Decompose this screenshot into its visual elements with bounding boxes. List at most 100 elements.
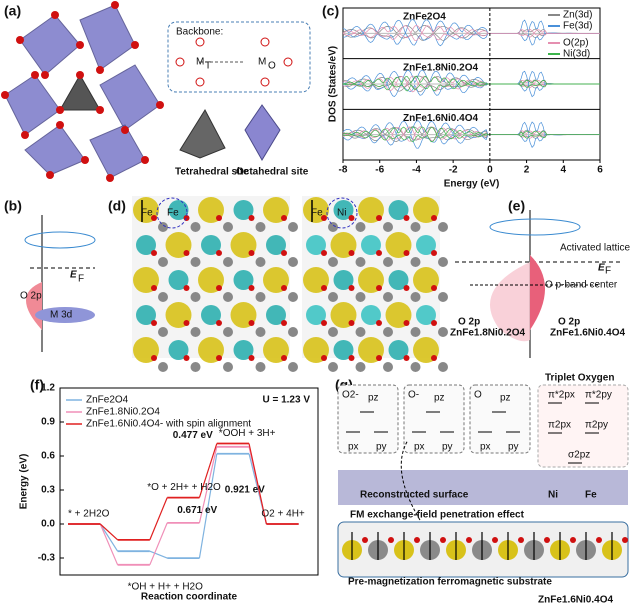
atom xyxy=(438,362,448,372)
orbital-box xyxy=(403,384,465,454)
atom xyxy=(403,250,410,256)
state-label: *OOH + 3H+ xyxy=(219,428,276,439)
atom xyxy=(403,355,410,361)
atom xyxy=(383,257,393,267)
orbital-label: O 2p xyxy=(558,317,580,328)
atom xyxy=(151,285,157,291)
connector xyxy=(198,453,218,559)
m3d-band xyxy=(35,307,95,323)
atom-label: Fe xyxy=(167,208,179,219)
atom xyxy=(223,222,233,232)
legend-label: Fe(3d) xyxy=(563,21,592,32)
legend-label: ZnFe1.8Ni0.2O4 xyxy=(86,407,160,418)
subplot-title: ZnFe1.6Ni0.4O4 xyxy=(403,113,478,124)
atom xyxy=(348,320,355,326)
oxygen-atom xyxy=(121,126,129,134)
oxygen-atom xyxy=(96,106,104,114)
atom xyxy=(223,327,233,337)
legend-label: Ni(3d) xyxy=(563,49,590,60)
spin-density xyxy=(266,235,286,255)
orbital-label: px xyxy=(414,442,425,453)
ion-label: O2- xyxy=(342,390,359,401)
y-tick-label: 0.0 xyxy=(41,519,55,530)
connector xyxy=(149,550,168,559)
oxygen-atom xyxy=(46,171,54,179)
oxygen-atom xyxy=(1,91,9,99)
atom xyxy=(151,250,157,256)
site-label: Tetrahedral site xyxy=(175,167,249,178)
atom xyxy=(255,222,266,232)
atom-label: Fe xyxy=(141,208,153,219)
connector xyxy=(99,523,119,541)
atom xyxy=(281,250,287,256)
atom xyxy=(376,215,382,221)
atom xyxy=(151,320,157,326)
mo-label: π*2py xyxy=(585,390,612,401)
spin-density xyxy=(233,340,254,360)
oxygen-atom xyxy=(106,174,114,182)
oxygen-atom xyxy=(111,1,119,9)
panel-label: (f) xyxy=(30,377,44,393)
atom xyxy=(355,222,366,232)
ef-sub: F xyxy=(78,274,84,285)
atom-label: Fe xyxy=(585,490,597,501)
ef-sub: F xyxy=(605,266,611,277)
atom xyxy=(321,285,327,291)
material-label: ZnFe1.8Ni0.2O4 xyxy=(450,328,525,339)
o2p-band xyxy=(530,255,545,330)
atom xyxy=(388,537,394,543)
atom xyxy=(383,327,393,337)
oxygen-atom xyxy=(56,121,64,129)
atom xyxy=(431,285,437,291)
gap-label: 0.477 eV xyxy=(173,430,213,441)
atom xyxy=(151,355,157,361)
spin-density xyxy=(136,235,156,255)
orbital-box xyxy=(337,384,399,454)
atom xyxy=(158,327,168,337)
connector xyxy=(198,446,218,524)
orbital-label: pz xyxy=(368,393,379,404)
atom xyxy=(183,285,190,291)
y-axis-label: DOS (States/eV) xyxy=(328,46,339,122)
y-tick-label: 0.3 xyxy=(41,485,55,496)
x-tick-label: -8 xyxy=(339,165,348,176)
atom xyxy=(328,327,338,337)
spin-density xyxy=(333,340,354,360)
spin-density xyxy=(306,235,326,255)
connector xyxy=(99,523,119,552)
mo-label: π*2px xyxy=(548,390,575,401)
atom xyxy=(383,362,393,372)
oxygen-atom xyxy=(56,106,64,114)
atom xyxy=(288,257,298,267)
orbital-box xyxy=(469,384,531,454)
band-label: M 3d xyxy=(50,310,72,321)
triplet-label: Triplet Oxygen xyxy=(545,373,614,384)
atom xyxy=(223,292,233,302)
atom xyxy=(596,537,602,543)
atom xyxy=(440,537,446,543)
orbital-label: py xyxy=(508,442,519,453)
surface-label: Reconstructed surface xyxy=(360,490,469,501)
band-label: O 2p xyxy=(20,291,42,302)
x-tick-label: -4 xyxy=(412,165,421,176)
o-site xyxy=(260,37,270,47)
mo-label: M xyxy=(258,57,266,68)
atom xyxy=(183,250,190,256)
atom xyxy=(255,327,266,337)
atom xyxy=(383,292,393,302)
mt-label: M xyxy=(196,57,204,68)
atom xyxy=(622,537,628,543)
site-label: Octahedral site xyxy=(236,167,309,178)
mo-label: σ2pz xyxy=(568,450,590,461)
atom xyxy=(431,320,437,326)
ef: E xyxy=(70,270,77,281)
spin-density xyxy=(168,270,189,290)
mo-sub: O xyxy=(268,61,276,72)
atom xyxy=(190,362,201,372)
atom xyxy=(183,215,190,221)
atom xyxy=(518,537,524,543)
atom xyxy=(410,327,421,337)
atom xyxy=(281,320,287,326)
atom xyxy=(223,257,233,267)
